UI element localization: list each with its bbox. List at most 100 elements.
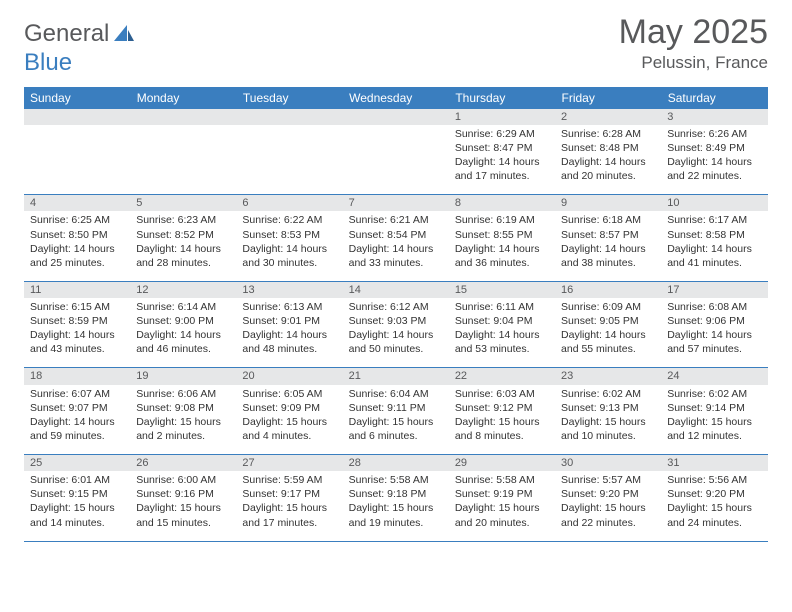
day-number: 20 (236, 368, 342, 384)
content-row: Sunrise: 6:01 AMSunset: 9:15 PMDaylight:… (24, 471, 768, 541)
day-number: 11 (24, 282, 130, 298)
day-number: 25 (24, 455, 130, 471)
daynum-cell: 9 (555, 195, 661, 212)
day-cell: Sunrise: 5:59 AMSunset: 9:17 PMDaylight:… (236, 471, 342, 541)
daynum-cell: 24 (661, 368, 767, 385)
calendar-table: Sunday Monday Tuesday Wednesday Thursday… (24, 87, 768, 542)
day-cell: Sunrise: 5:57 AMSunset: 9:20 PMDaylight:… (555, 471, 661, 541)
day-number: 1 (449, 109, 555, 125)
day-content: Sunrise: 6:02 AMSunset: 9:13 PMDaylight:… (555, 385, 661, 448)
daynum-cell: 23 (555, 368, 661, 385)
daynum-cell: 26 (130, 455, 236, 472)
daynum-cell: 13 (236, 281, 342, 298)
day-number: 26 (130, 455, 236, 471)
day-content: Sunrise: 6:11 AMSunset: 9:04 PMDaylight:… (449, 298, 555, 361)
month-title: May 2025 (619, 14, 768, 51)
day-number: 12 (130, 282, 236, 298)
daynum-cell: 30 (555, 455, 661, 472)
day-number: 2 (555, 109, 661, 125)
daynum-cell (24, 109, 130, 125)
daynum-cell: 17 (661, 281, 767, 298)
header: GeneralBlue May 2025 Pelussin, France (24, 14, 768, 77)
day-cell: Sunrise: 6:12 AMSunset: 9:03 PMDaylight:… (343, 298, 449, 368)
day-number: 3 (661, 109, 767, 125)
day-cell: Sunrise: 6:01 AMSunset: 9:15 PMDaylight:… (24, 471, 130, 541)
day-content: Sunrise: 6:07 AMSunset: 9:07 PMDaylight:… (24, 385, 130, 448)
daynum-cell: 1 (449, 109, 555, 125)
day-cell: Sunrise: 6:00 AMSunset: 9:16 PMDaylight:… (130, 471, 236, 541)
day-content: Sunrise: 6:01 AMSunset: 9:15 PMDaylight:… (24, 471, 130, 534)
day-cell: Sunrise: 6:18 AMSunset: 8:57 PMDaylight:… (555, 211, 661, 281)
day-cell: Sunrise: 6:23 AMSunset: 8:52 PMDaylight:… (130, 211, 236, 281)
day-content: Sunrise: 5:58 AMSunset: 9:19 PMDaylight:… (449, 471, 555, 534)
location-label: Pelussin, France (619, 53, 768, 73)
day-content: Sunrise: 6:12 AMSunset: 9:03 PMDaylight:… (343, 298, 449, 361)
day-number: 17 (661, 282, 767, 298)
day-content: Sunrise: 6:08 AMSunset: 9:06 PMDaylight:… (661, 298, 767, 361)
day-number: 19 (130, 368, 236, 384)
day-number: 23 (555, 368, 661, 384)
content-row: Sunrise: 6:29 AMSunset: 8:47 PMDaylight:… (24, 125, 768, 195)
day-content (343, 125, 449, 131)
day-content: Sunrise: 6:02 AMSunset: 9:14 PMDaylight:… (661, 385, 767, 448)
day-number: 7 (343, 195, 449, 211)
daynum-cell: 31 (661, 455, 767, 472)
day-number (236, 109, 342, 113)
day-content (24, 125, 130, 131)
day-cell: Sunrise: 5:56 AMSunset: 9:20 PMDaylight:… (661, 471, 767, 541)
daynum-row: 18192021222324 (24, 368, 768, 385)
day-cell: Sunrise: 6:19 AMSunset: 8:55 PMDaylight:… (449, 211, 555, 281)
daynum-cell: 18 (24, 368, 130, 385)
daynum-cell: 16 (555, 281, 661, 298)
day-number: 21 (343, 368, 449, 384)
day-content: Sunrise: 6:06 AMSunset: 9:08 PMDaylight:… (130, 385, 236, 448)
brand-text: GeneralBlue (24, 20, 135, 77)
day-content: Sunrise: 5:57 AMSunset: 9:20 PMDaylight:… (555, 471, 661, 534)
content-row: Sunrise: 6:07 AMSunset: 9:07 PMDaylight:… (24, 385, 768, 455)
day-cell: Sunrise: 6:04 AMSunset: 9:11 PMDaylight:… (343, 385, 449, 455)
calendar-page: GeneralBlue May 2025 Pelussin, France Su… (0, 0, 792, 542)
day-content (130, 125, 236, 131)
day-cell: Sunrise: 6:09 AMSunset: 9:05 PMDaylight:… (555, 298, 661, 368)
day-cell: Sunrise: 6:11 AMSunset: 9:04 PMDaylight:… (449, 298, 555, 368)
day-number: 29 (449, 455, 555, 471)
daynum-cell (343, 109, 449, 125)
day-cell (24, 125, 130, 195)
day-content: Sunrise: 6:00 AMSunset: 9:16 PMDaylight:… (130, 471, 236, 534)
daynum-cell: 10 (661, 195, 767, 212)
brand-part1: General (24, 20, 109, 47)
weekday-monday: Monday (130, 87, 236, 109)
day-content (236, 125, 342, 131)
day-number: 6 (236, 195, 342, 211)
day-content: Sunrise: 6:03 AMSunset: 9:12 PMDaylight:… (449, 385, 555, 448)
day-cell: Sunrise: 6:03 AMSunset: 9:12 PMDaylight:… (449, 385, 555, 455)
weekday-friday: Friday (555, 87, 661, 109)
day-number: 16 (555, 282, 661, 298)
daynum-cell: 4 (24, 195, 130, 212)
calendar-body: 123Sunrise: 6:29 AMSunset: 8:47 PMDaylig… (24, 109, 768, 541)
day-number: 14 (343, 282, 449, 298)
day-cell: Sunrise: 6:26 AMSunset: 8:49 PMDaylight:… (661, 125, 767, 195)
day-content: Sunrise: 5:59 AMSunset: 9:17 PMDaylight:… (236, 471, 342, 534)
day-number: 15 (449, 282, 555, 298)
day-content: Sunrise: 6:22 AMSunset: 8:53 PMDaylight:… (236, 211, 342, 274)
day-cell: Sunrise: 6:07 AMSunset: 9:07 PMDaylight:… (24, 385, 130, 455)
day-cell: Sunrise: 6:17 AMSunset: 8:58 PMDaylight:… (661, 211, 767, 281)
brand-logo: GeneralBlue (24, 14, 135, 77)
daynum-row: 11121314151617 (24, 281, 768, 298)
daynum-cell: 27 (236, 455, 342, 472)
day-cell: Sunrise: 5:58 AMSunset: 9:19 PMDaylight:… (449, 471, 555, 541)
day-content: Sunrise: 5:56 AMSunset: 9:20 PMDaylight:… (661, 471, 767, 534)
day-cell: Sunrise: 6:14 AMSunset: 9:00 PMDaylight:… (130, 298, 236, 368)
daynum-cell: 22 (449, 368, 555, 385)
weekday-saturday: Saturday (661, 87, 767, 109)
daynum-cell (236, 109, 342, 125)
daynum-cell: 11 (24, 281, 130, 298)
sail-icon (113, 21, 135, 49)
daynum-cell: 5 (130, 195, 236, 212)
day-content: Sunrise: 6:15 AMSunset: 8:59 PMDaylight:… (24, 298, 130, 361)
day-number: 9 (555, 195, 661, 211)
day-content: Sunrise: 6:04 AMSunset: 9:11 PMDaylight:… (343, 385, 449, 448)
day-content: Sunrise: 6:25 AMSunset: 8:50 PMDaylight:… (24, 211, 130, 274)
daynum-row: 123 (24, 109, 768, 125)
